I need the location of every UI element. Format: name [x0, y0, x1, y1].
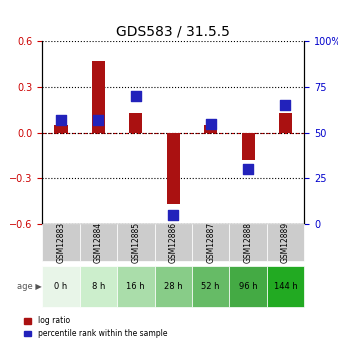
Point — [133, 93, 139, 99]
Text: GSM12888: GSM12888 — [244, 222, 252, 263]
Text: 8 h: 8 h — [92, 282, 105, 291]
FancyBboxPatch shape — [230, 266, 267, 307]
FancyBboxPatch shape — [267, 224, 304, 262]
Text: 0 h: 0 h — [54, 282, 68, 291]
Bar — [279, 113, 292, 133]
Text: 96 h: 96 h — [239, 282, 257, 291]
Bar — [204, 125, 217, 133]
Text: 52 h: 52 h — [201, 282, 220, 291]
Text: GSM12884: GSM12884 — [94, 222, 103, 263]
FancyBboxPatch shape — [117, 266, 154, 307]
FancyBboxPatch shape — [117, 224, 154, 262]
Text: 144 h: 144 h — [274, 282, 297, 291]
FancyBboxPatch shape — [267, 266, 304, 307]
Point — [58, 117, 64, 123]
Bar — [92, 61, 105, 133]
FancyBboxPatch shape — [154, 224, 192, 262]
FancyBboxPatch shape — [42, 224, 80, 262]
Point — [245, 167, 251, 172]
Point — [283, 102, 288, 108]
FancyBboxPatch shape — [154, 266, 192, 307]
FancyBboxPatch shape — [230, 224, 267, 262]
Text: GSM12885: GSM12885 — [131, 222, 140, 263]
Title: GDS583 / 31.5.5: GDS583 / 31.5.5 — [116, 25, 230, 39]
Bar — [129, 113, 142, 133]
Text: 16 h: 16 h — [126, 282, 145, 291]
Text: GSM12886: GSM12886 — [169, 222, 178, 263]
Text: GSM12889: GSM12889 — [281, 222, 290, 263]
FancyBboxPatch shape — [192, 224, 230, 262]
FancyBboxPatch shape — [192, 266, 230, 307]
Point — [170, 212, 176, 218]
Text: 28 h: 28 h — [164, 282, 183, 291]
Point — [208, 121, 213, 126]
Point — [96, 117, 101, 123]
Text: age ▶: age ▶ — [17, 282, 42, 291]
FancyBboxPatch shape — [42, 266, 80, 307]
Legend: log ratio, percentile rank within the sample: log ratio, percentile rank within the sa… — [21, 313, 170, 341]
Text: GSM12887: GSM12887 — [206, 222, 215, 263]
Bar — [54, 125, 68, 133]
Text: GSM12883: GSM12883 — [56, 222, 66, 263]
FancyBboxPatch shape — [80, 266, 117, 307]
Bar — [242, 133, 255, 160]
Bar — [167, 133, 180, 204]
FancyBboxPatch shape — [80, 224, 117, 262]
